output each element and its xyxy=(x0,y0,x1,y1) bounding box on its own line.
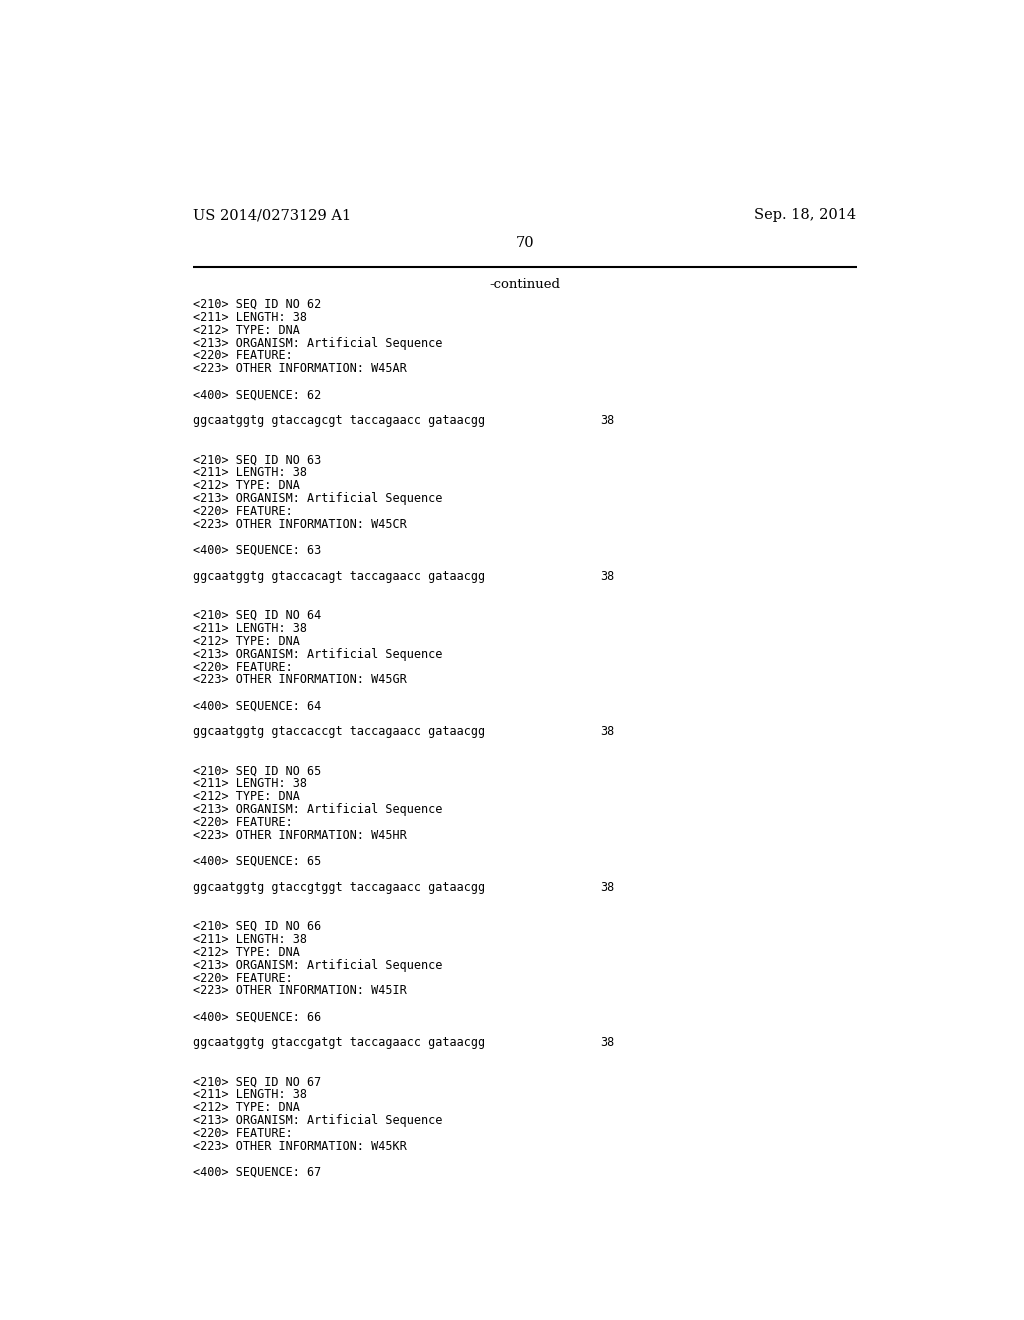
Text: <223> OTHER INFORMATION: W45AR: <223> OTHER INFORMATION: W45AR xyxy=(194,363,407,375)
Text: <210> SEQ ID NO 64: <210> SEQ ID NO 64 xyxy=(194,609,322,622)
Text: <212> TYPE: DNA: <212> TYPE: DNA xyxy=(194,323,300,337)
Text: <212> TYPE: DNA: <212> TYPE: DNA xyxy=(194,479,300,492)
Text: <223> OTHER INFORMATION: W45CR: <223> OTHER INFORMATION: W45CR xyxy=(194,517,407,531)
Text: <220> FEATURE:: <220> FEATURE: xyxy=(194,350,293,363)
Text: Sep. 18, 2014: Sep. 18, 2014 xyxy=(755,209,856,222)
Text: <220> FEATURE:: <220> FEATURE: xyxy=(194,816,293,829)
Text: <220> FEATURE:: <220> FEATURE: xyxy=(194,506,293,517)
Text: <211> LENGTH: 38: <211> LENGTH: 38 xyxy=(194,1088,307,1101)
Text: <212> TYPE: DNA: <212> TYPE: DNA xyxy=(194,945,300,958)
Text: <210> SEQ ID NO 63: <210> SEQ ID NO 63 xyxy=(194,453,322,466)
Text: 38: 38 xyxy=(600,880,614,894)
Text: US 2014/0273129 A1: US 2014/0273129 A1 xyxy=(194,209,351,222)
Text: <400> SEQUENCE: 64: <400> SEQUENCE: 64 xyxy=(194,700,322,713)
Text: <213> ORGANISM: Artificial Sequence: <213> ORGANISM: Artificial Sequence xyxy=(194,958,442,972)
Text: 38: 38 xyxy=(600,1036,614,1049)
Text: <211> LENGTH: 38: <211> LENGTH: 38 xyxy=(194,466,307,479)
Text: <210> SEQ ID NO 62: <210> SEQ ID NO 62 xyxy=(194,297,322,310)
Text: 38: 38 xyxy=(600,725,614,738)
Text: <210> SEQ ID NO 67: <210> SEQ ID NO 67 xyxy=(194,1076,322,1088)
Text: <212> TYPE: DNA: <212> TYPE: DNA xyxy=(194,1101,300,1114)
Text: <213> ORGANISM: Artificial Sequence: <213> ORGANISM: Artificial Sequence xyxy=(194,648,442,660)
Text: -continued: -continued xyxy=(489,279,560,292)
Text: <220> FEATURE:: <220> FEATURE: xyxy=(194,660,293,673)
Text: ggcaatggtg gtaccaccgt taccagaacc gataacgg: ggcaatggtg gtaccaccgt taccagaacc gataacg… xyxy=(194,725,485,738)
Text: <213> ORGANISM: Artificial Sequence: <213> ORGANISM: Artificial Sequence xyxy=(194,1114,442,1127)
Text: <223> OTHER INFORMATION: W45HR: <223> OTHER INFORMATION: W45HR xyxy=(194,829,407,842)
Text: <211> LENGTH: 38: <211> LENGTH: 38 xyxy=(194,310,307,323)
Text: ggcaatggtg gtaccagcgt taccagaacc gataacgg: ggcaatggtg gtaccagcgt taccagaacc gataacg… xyxy=(194,414,485,428)
Text: <223> OTHER INFORMATION: W45KR: <223> OTHER INFORMATION: W45KR xyxy=(194,1140,407,1152)
Text: <400> SEQUENCE: 66: <400> SEQUENCE: 66 xyxy=(194,1010,322,1023)
Text: <220> FEATURE:: <220> FEATURE: xyxy=(194,1127,293,1140)
Text: <210> SEQ ID NO 65: <210> SEQ ID NO 65 xyxy=(194,764,322,777)
Text: ggcaatggtg gtaccacagt taccagaacc gataacgg: ggcaatggtg gtaccacagt taccagaacc gataacg… xyxy=(194,570,485,583)
Text: <211> LENGTH: 38: <211> LENGTH: 38 xyxy=(194,622,307,635)
Text: <212> TYPE: DNA: <212> TYPE: DNA xyxy=(194,791,300,803)
Text: <223> OTHER INFORMATION: W45GR: <223> OTHER INFORMATION: W45GR xyxy=(194,673,407,686)
Text: ggcaatggtg gtaccgatgt taccagaacc gataacgg: ggcaatggtg gtaccgatgt taccagaacc gataacg… xyxy=(194,1036,485,1049)
Text: ggcaatggtg gtaccgtggt taccagaacc gataacgg: ggcaatggtg gtaccgtggt taccagaacc gataacg… xyxy=(194,880,485,894)
Text: 38: 38 xyxy=(600,570,614,583)
Text: <400> SEQUENCE: 67: <400> SEQUENCE: 67 xyxy=(194,1166,322,1179)
Text: 38: 38 xyxy=(600,414,614,428)
Text: <210> SEQ ID NO 66: <210> SEQ ID NO 66 xyxy=(194,920,322,933)
Text: 70: 70 xyxy=(515,236,535,249)
Text: <400> SEQUENCE: 63: <400> SEQUENCE: 63 xyxy=(194,544,322,557)
Text: <400> SEQUENCE: 62: <400> SEQUENCE: 62 xyxy=(194,388,322,401)
Text: <220> FEATURE:: <220> FEATURE: xyxy=(194,972,293,985)
Text: <400> SEQUENCE: 65: <400> SEQUENCE: 65 xyxy=(194,855,322,867)
Text: <213> ORGANISM: Artificial Sequence: <213> ORGANISM: Artificial Sequence xyxy=(194,492,442,506)
Text: <213> ORGANISM: Artificial Sequence: <213> ORGANISM: Artificial Sequence xyxy=(194,337,442,350)
Text: <211> LENGTH: 38: <211> LENGTH: 38 xyxy=(194,933,307,945)
Text: <211> LENGTH: 38: <211> LENGTH: 38 xyxy=(194,777,307,791)
Text: <212> TYPE: DNA: <212> TYPE: DNA xyxy=(194,635,300,648)
Text: <213> ORGANISM: Artificial Sequence: <213> ORGANISM: Artificial Sequence xyxy=(194,803,442,816)
Text: <223> OTHER INFORMATION: W45IR: <223> OTHER INFORMATION: W45IR xyxy=(194,985,407,998)
